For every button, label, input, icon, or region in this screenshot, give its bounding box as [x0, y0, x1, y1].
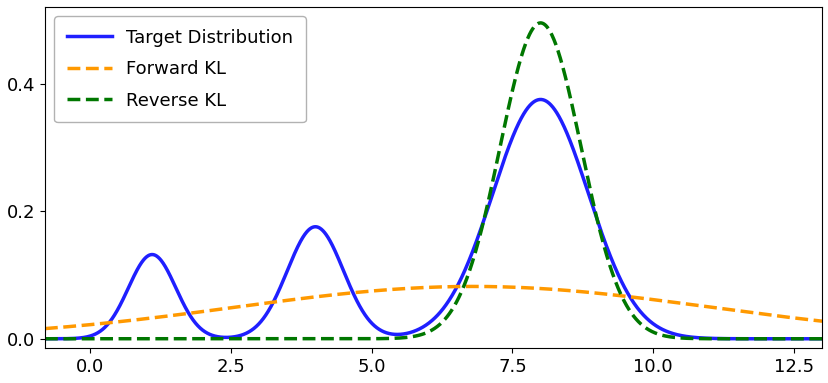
Reverse KL	[69, 336, 79, 341]
Target Distribution	[816, 336, 826, 341]
Line: Target Distribution: Target Distribution	[34, 100, 821, 339]
Forward KL	[649, 298, 659, 302]
Forward KL	[816, 319, 826, 324]
Target Distribution	[649, 322, 659, 327]
Target Distribution	[535, 97, 545, 102]
Legend: Target Distribution, Forward KL, Reverse KL: Target Distribution, Forward KL, Reverse…	[54, 16, 306, 122]
Reverse KL	[29, 336, 39, 341]
Forward KL	[794, 316, 804, 321]
Reverse KL	[816, 336, 826, 341]
Forward KL	[391, 287, 401, 291]
Reverse KL	[535, 21, 545, 25]
Reverse KL	[793, 336, 803, 341]
Reverse KL	[649, 331, 659, 335]
Line: Forward KL: Forward KL	[34, 286, 821, 329]
Forward KL	[468, 284, 478, 289]
Target Distribution	[793, 336, 803, 341]
Forward KL	[69, 324, 79, 329]
Target Distribution	[391, 332, 401, 337]
Forward KL	[412, 286, 421, 290]
Target Distribution	[29, 336, 39, 341]
Forward KL	[29, 327, 39, 332]
Reverse KL	[412, 334, 421, 338]
Target Distribution	[794, 336, 804, 341]
Reverse KL	[794, 336, 804, 341]
Line: Reverse KL: Reverse KL	[34, 23, 821, 339]
Target Distribution	[69, 336, 79, 341]
Forward KL	[793, 316, 803, 321]
Target Distribution	[412, 328, 421, 332]
Reverse KL	[391, 336, 401, 340]
